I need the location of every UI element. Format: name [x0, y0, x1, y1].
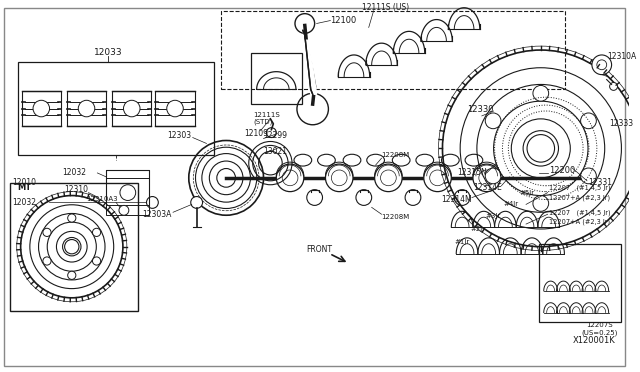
Text: 12208M: 12208M	[381, 152, 410, 158]
Circle shape	[374, 164, 402, 192]
Text: 12207S
(US=0.25): 12207S (US=0.25)	[582, 323, 618, 336]
Text: 12310A: 12310A	[607, 52, 637, 61]
Circle shape	[65, 240, 79, 254]
Text: 12033: 12033	[94, 48, 122, 58]
Circle shape	[120, 185, 136, 201]
Circle shape	[405, 190, 421, 205]
Text: 12299: 12299	[264, 131, 287, 140]
Bar	[221, 11, 565, 89]
Circle shape	[43, 228, 51, 237]
Text: #4Jr: #4Jr	[504, 201, 518, 208]
Text: #3Jr: #3Jr	[486, 213, 501, 219]
Polygon shape	[303, 31, 313, 94]
Text: 12111S
(STD): 12111S (STD)	[253, 112, 280, 125]
Circle shape	[119, 205, 129, 215]
Circle shape	[527, 135, 555, 162]
Ellipse shape	[465, 154, 483, 166]
Text: 12111S (US): 12111S (US)	[362, 3, 409, 12]
Circle shape	[580, 168, 596, 184]
Circle shape	[307, 190, 323, 205]
Circle shape	[485, 113, 501, 129]
Text: 12314E: 12314E	[473, 183, 502, 192]
Text: 12207+A (#2,3 Jr): 12207+A (#2,3 Jr)	[548, 194, 610, 201]
Circle shape	[124, 100, 140, 117]
Bar	[106, 205, 150, 215]
Text: 12314M: 12314M	[442, 195, 472, 204]
Text: 12303: 12303	[168, 131, 192, 140]
Text: 12200: 12200	[548, 167, 575, 176]
Ellipse shape	[317, 154, 335, 166]
Circle shape	[326, 164, 353, 192]
Bar	[112, 91, 152, 126]
Text: 12207   (#1,4,5 Jr): 12207 (#1,4,5 Jr)	[548, 209, 611, 215]
Circle shape	[533, 196, 548, 211]
Ellipse shape	[392, 154, 410, 166]
Circle shape	[33, 100, 49, 117]
Circle shape	[266, 128, 276, 138]
Circle shape	[78, 100, 95, 117]
Text: FRONT: FRONT	[307, 245, 333, 254]
Circle shape	[167, 100, 183, 117]
Circle shape	[580, 113, 596, 129]
Ellipse shape	[294, 154, 312, 166]
Text: #2Jr: #2Jr	[470, 226, 485, 232]
Text: MT: MT	[18, 183, 32, 192]
Bar	[18, 62, 214, 155]
Circle shape	[533, 86, 548, 101]
Text: 12032: 12032	[61, 169, 86, 177]
Text: 12310: 12310	[64, 185, 88, 194]
Bar	[22, 91, 61, 126]
Polygon shape	[303, 40, 317, 94]
Text: 13021: 13021	[264, 147, 287, 156]
Text: 12207+A (#2,3 Jr): 12207+A (#2,3 Jr)	[548, 219, 610, 225]
Circle shape	[276, 164, 304, 192]
Circle shape	[191, 196, 202, 208]
Ellipse shape	[343, 154, 361, 166]
Circle shape	[610, 83, 618, 90]
Bar	[251, 53, 302, 104]
Ellipse shape	[442, 154, 459, 166]
Text: #5Jr: #5Jr	[519, 190, 534, 196]
Bar	[106, 170, 150, 207]
Circle shape	[43, 257, 51, 265]
Circle shape	[454, 190, 470, 205]
Text: 12208M: 12208M	[381, 214, 410, 220]
Circle shape	[68, 271, 76, 279]
Circle shape	[93, 228, 100, 237]
Text: 12100: 12100	[330, 16, 356, 25]
Circle shape	[473, 164, 500, 192]
Text: #1Jr: #1Jr	[454, 239, 470, 245]
Text: X120001K: X120001K	[573, 336, 615, 344]
Bar	[539, 244, 621, 323]
Bar	[10, 183, 138, 311]
Text: 12315N: 12315N	[457, 169, 486, 177]
Circle shape	[68, 214, 76, 222]
Ellipse shape	[416, 154, 434, 166]
Text: 12330: 12330	[467, 105, 493, 113]
Text: 12032: 12032	[12, 198, 36, 207]
Text: 12109: 12109	[244, 129, 268, 138]
Ellipse shape	[367, 154, 385, 166]
Text: 12303A: 12303A	[143, 210, 172, 219]
Text: 12310A3: 12310A3	[86, 196, 118, 202]
Text: 12207   (#1,4,5 Jr): 12207 (#1,4,5 Jr)	[548, 185, 611, 191]
Circle shape	[485, 168, 501, 184]
Circle shape	[424, 164, 451, 192]
Bar	[156, 91, 195, 126]
Circle shape	[592, 55, 612, 75]
Circle shape	[297, 93, 328, 125]
Circle shape	[93, 257, 100, 265]
Text: 12333: 12333	[610, 119, 634, 128]
Text: 12331: 12331	[588, 178, 612, 187]
Circle shape	[356, 190, 372, 205]
Circle shape	[295, 14, 315, 33]
Text: 12010: 12010	[12, 178, 36, 187]
Bar	[67, 91, 106, 126]
